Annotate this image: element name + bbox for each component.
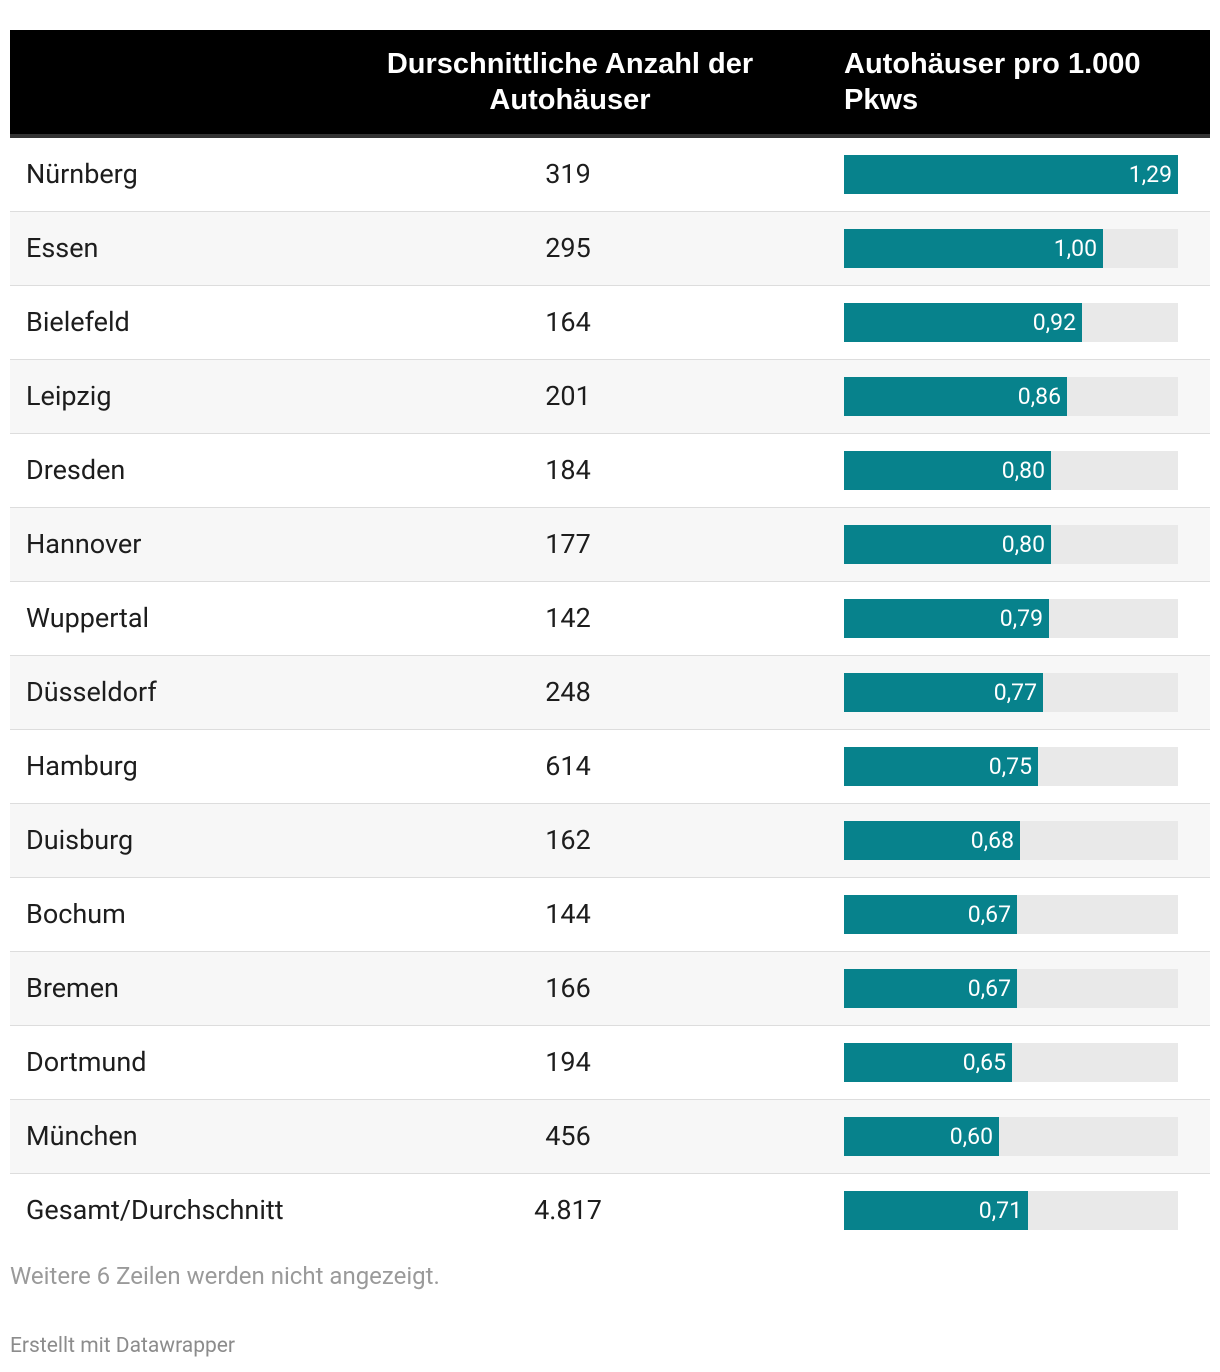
- table-row: Dresden 184 0,80: [10, 434, 1210, 508]
- table-row: Dortmund 194 0,65: [10, 1026, 1210, 1100]
- table-row: Düsseldorf 248 0,77: [10, 656, 1210, 730]
- rate-bar-track: 0,92: [844, 303, 1178, 342]
- credit-link[interactable]: Erstellt mit Datawrapper: [10, 1334, 236, 1358]
- city-cell: Bremen: [26, 972, 119, 1004]
- rate-bar-label: 0,67: [967, 901, 1011, 928]
- rate-bar: [844, 673, 1043, 712]
- rate-bar-label: 0,65: [962, 1049, 1006, 1076]
- rate-bar: [844, 229, 1103, 268]
- table-row: Leipzig 201 0,86: [10, 360, 1210, 434]
- count-cell: 164: [545, 306, 591, 338]
- rate-bar: [844, 525, 1051, 564]
- hidden-rows-note[interactable]: Weitere 6 Zeilen werden nicht angezeigt.: [10, 1262, 440, 1290]
- rate-bar: [844, 747, 1038, 786]
- rate-bar-track: 1,29: [844, 155, 1178, 194]
- rate-bar-track: 0,75: [844, 747, 1178, 786]
- city-cell: Nürnberg: [26, 158, 138, 190]
- city-cell: Hamburg: [26, 750, 138, 782]
- table-row: Essen 295 1,00: [10, 212, 1210, 286]
- rate-bar: [844, 377, 1067, 416]
- count-cell: 177: [545, 528, 591, 560]
- rate-bar-label: 0,67: [967, 975, 1011, 1002]
- rate-bar: [844, 969, 1017, 1008]
- rate-bar-label: 1,29: [1128, 161, 1172, 188]
- rate-bar: [844, 1043, 1012, 1082]
- table-row: Nürnberg 319 1,29: [10, 138, 1210, 212]
- rate-bar-track: 0,80: [844, 451, 1178, 490]
- table-row: Wuppertal 142 0,79: [10, 582, 1210, 656]
- count-cell: 4.817: [534, 1194, 602, 1226]
- rate-bar-label: 0,77: [993, 679, 1037, 706]
- city-cell: Gesamt/Durchschnitt: [26, 1194, 284, 1226]
- city-cell: Duisburg: [26, 824, 134, 856]
- rate-bar-track: 0,60: [844, 1117, 1178, 1156]
- rate-bar-track: 0,77: [844, 673, 1178, 712]
- count-cell: 142: [545, 602, 591, 634]
- rate-bar: [844, 599, 1049, 638]
- rate-bar-label: 0,80: [1001, 457, 1045, 484]
- table-row: Bremen 166 0,67: [10, 952, 1210, 1026]
- count-cell: 295: [545, 232, 591, 264]
- rate-bar-label: 0,75: [988, 753, 1032, 780]
- city-cell: Wuppertal: [26, 602, 150, 634]
- column-header-count[interactable]: Durschnittliche Anzahl der Autohäuser: [386, 48, 754, 116]
- table-row: Hamburg 614 0,75: [10, 730, 1210, 804]
- count-cell: 319: [545, 158, 591, 190]
- count-cell: 184: [545, 454, 591, 486]
- rate-bar-track: 0,80: [844, 525, 1178, 564]
- rate-bar-label: 1,00: [1053, 235, 1097, 262]
- city-cell: München: [26, 1120, 138, 1152]
- table-row: Hannover 177 0,80: [10, 508, 1210, 582]
- rate-bar-label: 0,60: [949, 1123, 993, 1150]
- count-cell: 248: [545, 676, 591, 708]
- city-cell: Bochum: [26, 898, 126, 930]
- city-cell: Essen: [26, 232, 99, 264]
- rate-bar-label: 0,79: [999, 605, 1043, 632]
- column-header-rate[interactable]: Autohäuser pro 1.000 Pkws: [844, 48, 1141, 116]
- rate-bar: [844, 895, 1017, 934]
- count-cell: 456: [545, 1120, 591, 1152]
- rate-bar-track: 0,67: [844, 969, 1178, 1008]
- rate-bar: [844, 1191, 1028, 1230]
- rate-bar: [844, 1117, 999, 1156]
- rate-bar-label: 0,80: [1001, 531, 1045, 558]
- table-row: Gesamt/Durchschnitt 4.817 0,71: [10, 1174, 1210, 1247]
- city-cell: Hannover: [26, 528, 142, 560]
- rate-bar-track: 0,86: [844, 377, 1178, 416]
- city-cell: Dresden: [26, 454, 126, 486]
- rate-bar-track: 0,68: [844, 821, 1178, 860]
- rate-bar: [844, 155, 1178, 194]
- table-row: München 456 0,60: [10, 1100, 1210, 1174]
- rate-bar-track: 1,00: [844, 229, 1178, 268]
- rate-bar: [844, 821, 1020, 860]
- rate-bar-label: 0,68: [970, 827, 1014, 854]
- rate-bar-track: 0,65: [844, 1043, 1178, 1082]
- count-cell: 166: [545, 972, 591, 1004]
- rate-bar-track: 0,79: [844, 599, 1178, 638]
- city-cell: Bielefeld: [26, 306, 130, 338]
- city-cell: Leipzig: [26, 380, 112, 412]
- rate-bar: [844, 451, 1051, 490]
- table-row: Bochum 144 0,67: [10, 878, 1210, 952]
- count-cell: 144: [545, 898, 591, 930]
- table-row: Bielefeld 164 0,92: [10, 286, 1210, 360]
- table-header: Durschnittliche Anzahl der Autohäuser Au…: [10, 30, 1210, 138]
- city-cell: Düsseldorf: [26, 676, 157, 708]
- rate-bar-label: 0,86: [1017, 383, 1061, 410]
- count-cell: 201: [545, 380, 591, 412]
- rate-bar-track: 0,71: [844, 1191, 1178, 1230]
- rate-bar-track: 0,67: [844, 895, 1178, 934]
- count-cell: 162: [545, 824, 591, 856]
- rate-bar-label: 0,71: [978, 1197, 1022, 1224]
- rate-bar-label: 0,92: [1032, 309, 1076, 336]
- count-cell: 614: [545, 750, 591, 782]
- table-row: Duisburg 162 0,68: [10, 804, 1210, 878]
- count-cell: 194: [545, 1046, 591, 1078]
- city-cell: Dortmund: [26, 1046, 147, 1078]
- rate-bar: [844, 303, 1082, 342]
